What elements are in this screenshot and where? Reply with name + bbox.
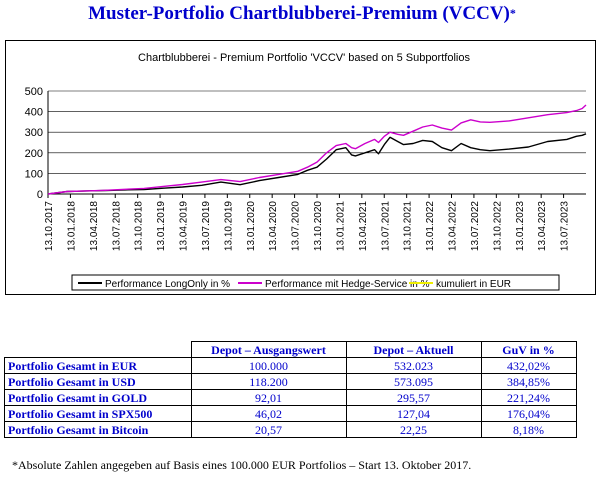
current-value: 532.023 [345,357,482,374]
chart-grid [48,90,586,174]
page-title: Muster-Portfolio Chartblubberei-Premium … [0,3,604,25]
x-tick-label: 13.01.2022 [425,201,436,251]
row-label: Portfolio Gesamt in SPX500 [4,405,192,422]
chart-series [47,104,587,195]
x-tick-label: 13.01.2021 [335,201,346,251]
row-label: Portfolio Gesamt in GOLD [4,389,192,406]
x-tick-label: 13.04.2018 [89,201,100,251]
x-tick-label: 13.07.2019 [201,201,212,251]
legend-label-0: Performance LongOnly in % [105,279,230,290]
y-tick-label: 200 [25,148,43,160]
current-value: 295,57 [345,389,482,406]
series-line-1 [47,104,587,195]
guv-value: 432,02% [480,357,577,374]
performance-chart: Chartblubberei - Premium Portfolio 'VCCV… [25,52,587,291]
table-row: Portfolio Gesamt in GOLD 92,01 295,57 221,2… [4,389,577,406]
x-tick-label: 13.07.2021 [380,201,391,251]
x-tick-label: 13.07.2022 [470,201,481,251]
guv-value: 384,85% [480,373,577,390]
legend-label-1: Performance mit Hedge-Service in % [265,279,430,290]
x-tick-label: 13.04.2022 [448,201,459,251]
x-tick-label: 13.10.2019 [223,201,234,251]
current-value: 22,25 [345,421,482,438]
x-tick-label: 13.10.2017 [44,201,55,251]
y-tick-label: 100 [25,168,43,180]
y-tick-label: 500 [25,86,43,98]
x-tick-label: 13.07.2018 [111,201,122,251]
row-label: Portfolio Gesamt in USD [4,373,192,390]
start-value: 92,01 [190,389,347,406]
x-tick-label: 13.07.2020 [291,201,302,251]
table-row: Portfolio Gesamt in SPX500 46,02 127,04 176… [4,405,577,422]
chart-panel: Chartblubberei - Premium Portfolio 'VCCV… [5,40,596,295]
x-tick-label: 13.04.2020 [268,201,279,251]
x-tick-label: 13.01.2020 [246,201,257,251]
page-title-star: * [509,6,516,20]
current-value: 573.095 [345,373,482,390]
footnote: *Absolute Zahlen angegeben auf Basis ein… [12,458,472,472]
start-value: 46,02 [190,405,347,422]
row-label: Portfolio Gesamt in EUR [4,357,192,374]
table-header-row: Depot – Ausgangswert Depot – Aktuell GuV… [4,341,577,358]
chart-title: Chartblubberei - Premium Portfolio 'VCCV… [138,52,470,64]
row-label: Portfolio Gesamt in Bitcoin [4,421,192,438]
x-tick-label: 13.04.2019 [179,201,190,251]
chart-legend: Performance LongOnly in % Performance mit… [71,274,560,291]
x-tick-label: 13.04.2021 [358,201,369,251]
table-corner-cell [4,341,192,358]
guv-value: 176,04% [480,405,577,422]
y-tick-label: 400 [25,107,43,119]
guv-value: 8,18% [480,421,577,438]
column-header-guv: GuV in % [480,341,577,358]
x-tick-label: 13.10.2020 [313,201,324,251]
legend-label-2: kumuliert in EUR [436,279,511,290]
current-value: 127,04 [345,405,482,422]
x-tick-label: 13.07.2023 [560,201,571,251]
table-row: Portfolio Gesamt in Bitcoin 20,57 22,25 8,1… [4,421,577,438]
column-header-current: Depot – Aktuell [345,341,482,358]
x-tick-label: 13.10.2021 [403,201,414,251]
x-tick-label: 13.01.2018 [66,201,77,251]
x-tick-label: 13.01.2023 [515,201,526,251]
chart-axes [47,91,586,195]
guv-value: 221,24% [480,389,577,406]
portfolio-summary-table: Depot – Ausgangswert Depot – Aktuell GuV… [4,341,577,438]
y-tick-label: 300 [25,127,43,139]
series-line-0 [47,133,587,195]
y-axis-ticks: 0 100 200 300 400 500 [25,86,43,201]
start-value: 20,57 [190,421,347,438]
page-title-text: Muster-Portfolio Chartblubberei-Premium … [88,3,510,24]
table-row: Portfolio Gesamt in USD 118.200 573.095 384… [4,373,577,390]
start-value: 118.200 [190,373,347,390]
x-tick-label: 13.10.2018 [134,201,145,251]
table-row: Portfolio Gesamt in EUR 100.000 532.023 432… [4,357,577,374]
x-tick-label: 13.01.2019 [156,201,167,251]
x-tick-label: 13.04.2023 [537,201,548,251]
start-value: 100.000 [190,357,347,374]
y-tick-label: 0 [37,189,43,201]
x-tick-label: 13.10.2022 [492,201,503,251]
legend-box [71,274,560,291]
x-axis-ticks: 13.10.2017 13.01.2018 13.04.2018 13.07.2018… [44,194,571,251]
column-header-start: Depot – Ausgangswert [190,341,347,358]
